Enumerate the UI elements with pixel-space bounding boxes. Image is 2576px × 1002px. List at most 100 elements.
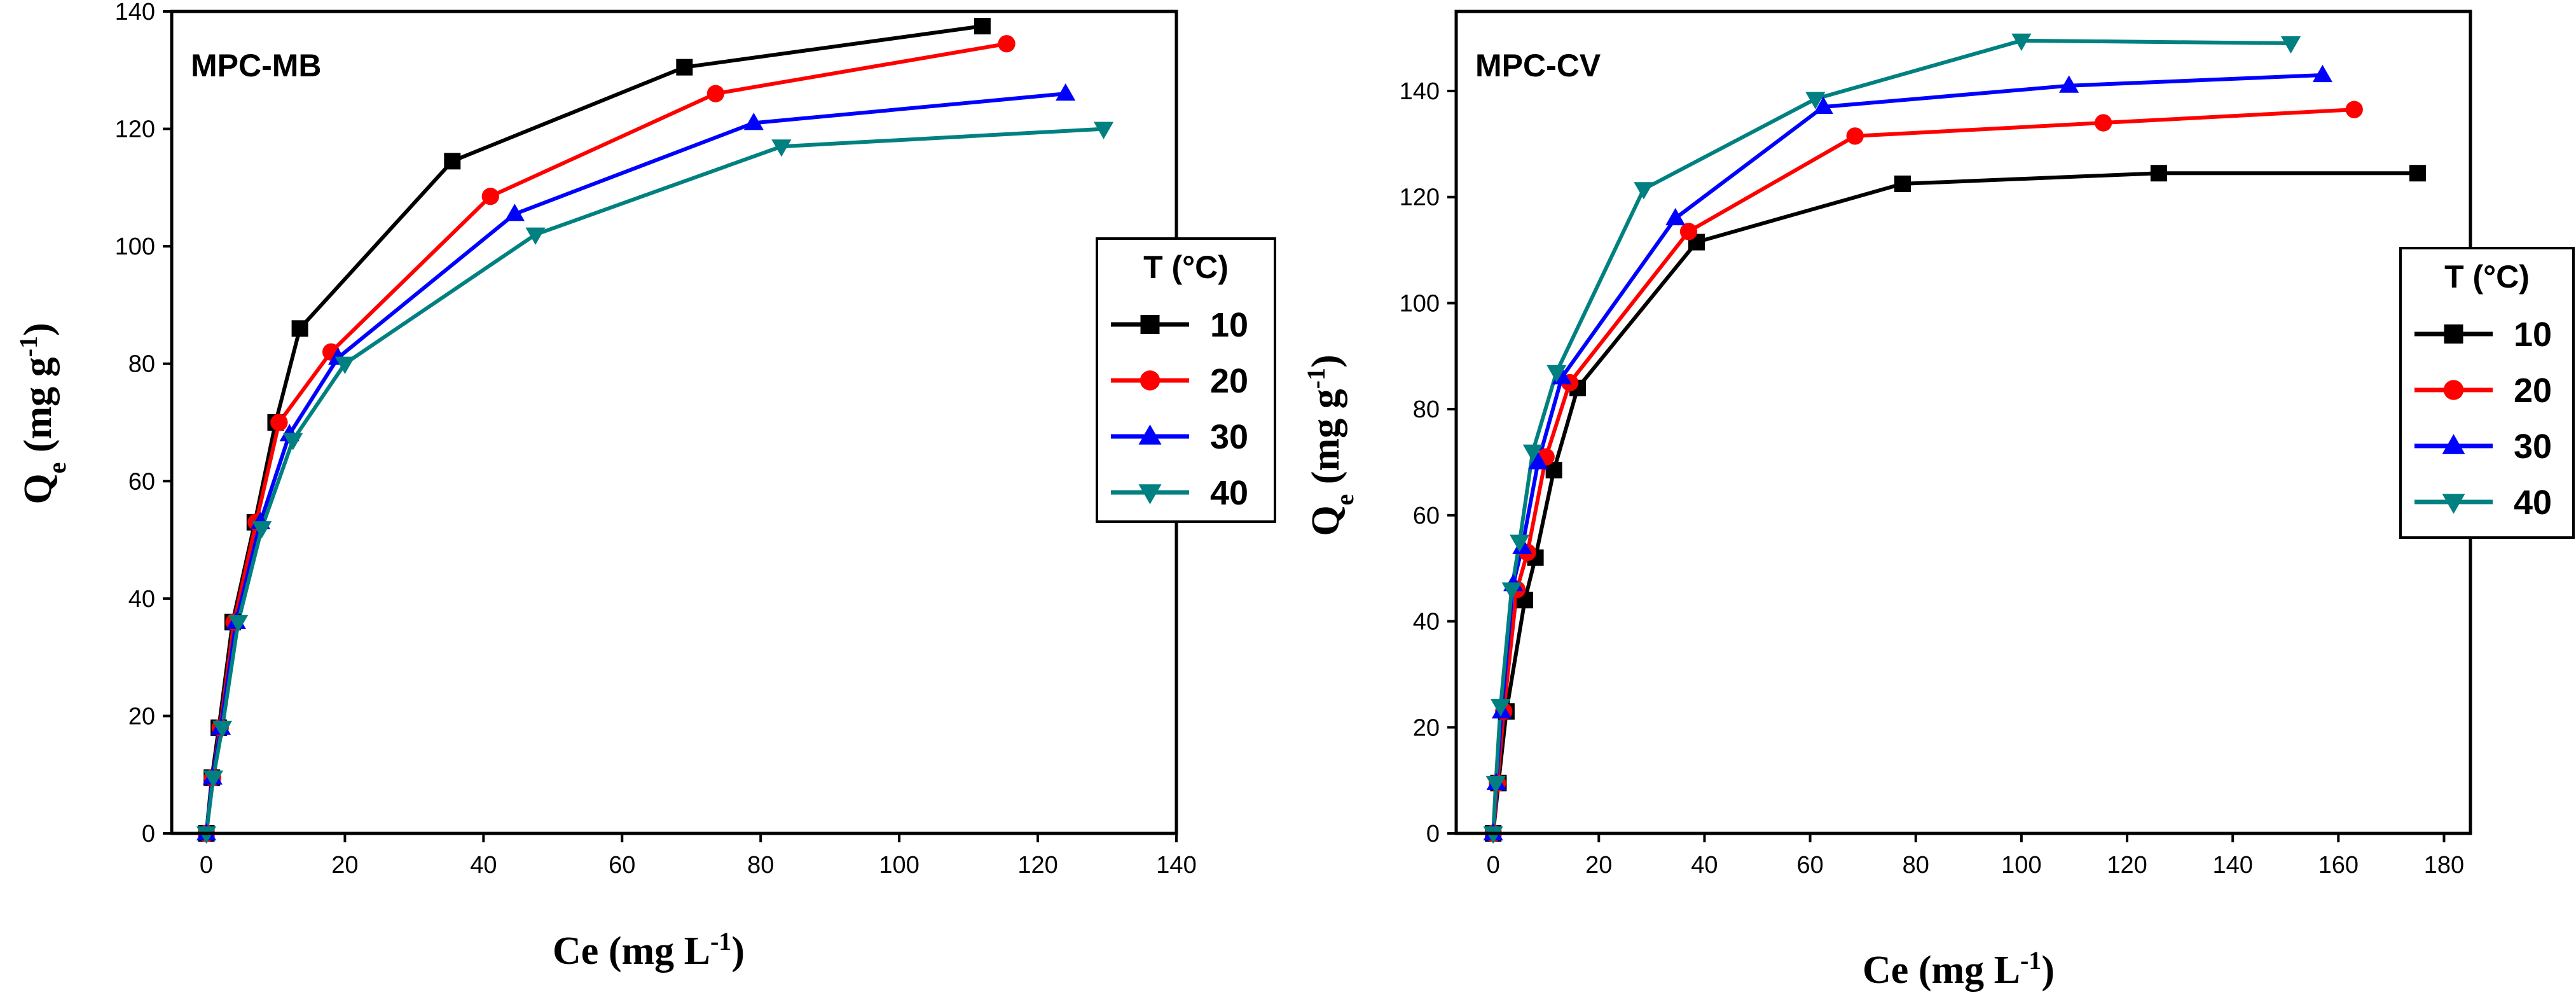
mb-point-30 <box>743 113 764 130</box>
mb-y-axis-title: Qe (mg g-1) <box>14 323 71 504</box>
cv-legend-label-30: 30 <box>2514 428 2552 466</box>
cv-x-tick-label: 60 <box>1796 852 1823 879</box>
mb-point-20 <box>706 85 725 102</box>
mb-point-40 <box>212 720 233 739</box>
cv-x-tick-label: 20 <box>1585 852 1612 879</box>
cv-legend-box <box>2399 247 2575 539</box>
cv-series-line-20 <box>1491 108 2355 834</box>
mb-legend-marker-40 <box>1138 484 1162 504</box>
mb-point-20 <box>998 35 1016 53</box>
cv-point-30 <box>2059 75 2079 93</box>
mb-point-40 <box>283 433 303 450</box>
mb-x-axis-sup: -1 <box>710 927 731 956</box>
cv-point-10 <box>2150 165 2167 182</box>
cv-point-20 <box>1846 127 1864 145</box>
mb-legend-label-40: 40 <box>1210 474 1248 512</box>
cv-point-40 <box>1805 92 1826 109</box>
mb-legend-marker-20 <box>1140 370 1161 391</box>
mb-y-tick-label: 20 <box>128 703 155 730</box>
mb-legend-marker-30 <box>1138 424 1162 445</box>
mb-point-40 <box>334 356 355 374</box>
cv-y-tick-label: 120 <box>1400 184 1440 211</box>
cv-y-tick-label: 100 <box>1400 290 1440 317</box>
mb-series-line-30 <box>204 92 1066 834</box>
cv-point-40 <box>2011 33 2032 52</box>
cv-legend-marker-30 <box>2442 434 2465 454</box>
cv-x-tick-label: 140 <box>2212 852 2252 879</box>
mb-legend-label-20: 20 <box>1210 362 1248 400</box>
cv-x-tick-label: 160 <box>2318 852 2359 879</box>
chart-mpc-mb: 0 20 40 60 80 100 120 140 0 20 40 60 80 100 120 140 MPC… <box>14 0 1276 973</box>
cv-x-axis-title: Ce (mg L-1) <box>1863 946 2055 992</box>
mb-series-layer <box>196 18 1114 844</box>
cv-point-10 <box>2409 165 2426 182</box>
mb-y-tick-label: 120 <box>115 116 155 143</box>
mb-point-10 <box>291 320 308 337</box>
cv-point-40 <box>2280 36 2301 54</box>
cv-y-tick-label: 140 <box>1400 78 1440 105</box>
cv-y-axis-close: ) <box>1304 354 1347 368</box>
mb-point-20 <box>270 414 288 431</box>
mb-y-axis-unit: (mg g <box>17 357 60 462</box>
mb-legend-marker-10 <box>1140 315 1160 334</box>
mb-series-line-20 <box>204 41 1007 834</box>
cv-point-40 <box>1634 182 1654 200</box>
cv-x-tick-label: 100 <box>2001 852 2041 879</box>
mb-point-40 <box>1093 122 1114 139</box>
cv-ticks: 0 20 40 60 80 100 120 140 160 180 0 20 40 60 80 100 120 1… <box>1400 78 2465 879</box>
cv-x-axis-close: ) <box>2041 949 2055 992</box>
mb-y-axis-sub: e <box>43 463 71 474</box>
mb-y-tick-label: 0 <box>142 821 155 847</box>
chart-mpc-cv: 0 20 40 60 80 100 120 140 160 180 0 20 40 60 80 100 120 1… <box>1302 10 2575 992</box>
cv-y-tick-label: 80 <box>1413 396 1440 423</box>
cv-x-tick-label: 0 <box>1487 852 1500 879</box>
mb-point-30 <box>504 204 525 221</box>
cv-point-10 <box>1894 175 1911 192</box>
mb-legend: T (°C) 10 20 30 40 <box>1096 237 1276 523</box>
mb-x-tick-label: 40 <box>470 852 497 879</box>
cv-point-40 <box>1510 534 1530 552</box>
cv-x-axis-unit: (mg L <box>1908 949 2020 992</box>
cv-point-40 <box>1485 776 1506 794</box>
mb-x-axis-unit: (mg L <box>598 929 710 973</box>
cv-point-20 <box>1679 223 1698 240</box>
mb-x-axis-close: ) <box>731 929 745 973</box>
mb-legend-label-10: 10 <box>1210 306 1248 344</box>
cv-x-tick-label: 80 <box>1903 852 1929 879</box>
mb-point-30 <box>1056 83 1076 101</box>
mb-y-tick-label: 40 <box>128 586 155 613</box>
cv-y-axis-unit: (mg g <box>1304 389 1347 494</box>
mb-point-40 <box>196 826 217 844</box>
cv-point-20 <box>2094 114 2112 132</box>
mb-legend-title: T (°C) <box>1143 249 1229 285</box>
mb-legend-entries: 10 20 30 40 <box>1111 306 1248 512</box>
cv-legend-label-10: 10 <box>2514 316 2552 354</box>
cv-y-tick-label: 40 <box>1413 609 1440 636</box>
cv-legend: T (°C) 10 20 30 40 <box>2399 247 2575 539</box>
cv-legend-marker-20 <box>2443 380 2464 400</box>
mb-point-40 <box>771 139 792 157</box>
cv-point-30 <box>1665 207 1686 226</box>
mb-series-line-40 <box>204 127 1104 834</box>
cv-y-axis-sub: e <box>1330 494 1359 506</box>
mb-point-40 <box>203 770 223 788</box>
mb-y-axis-close: ) <box>17 323 60 336</box>
cv-x-tick-label: 180 <box>2424 852 2464 879</box>
cv-y-tick-label: 20 <box>1413 714 1440 741</box>
mb-x-axis-main: Ce <box>553 929 598 973</box>
cv-point-40 <box>1491 699 1511 717</box>
cv-x-tick-label: 120 <box>2107 852 2147 879</box>
cv-point-40 <box>1483 826 1503 844</box>
mb-legend-label-30: 30 <box>1210 418 1248 456</box>
mb-y-tick-label: 60 <box>128 468 155 495</box>
cv-series-line-10 <box>1491 171 2418 834</box>
cv-point-30 <box>1528 452 1548 470</box>
mb-y-tick-label: 80 <box>128 351 155 378</box>
mb-x-tick-label: 100 <box>879 852 919 879</box>
mb-point-40 <box>525 227 546 245</box>
cv-legend-marker-10 <box>2444 324 2463 344</box>
mb-y-tick-label: 140 <box>115 0 155 25</box>
cv-point-40 <box>1546 365 1567 383</box>
cv-legend-entries: 10 20 30 40 <box>2414 316 2552 522</box>
